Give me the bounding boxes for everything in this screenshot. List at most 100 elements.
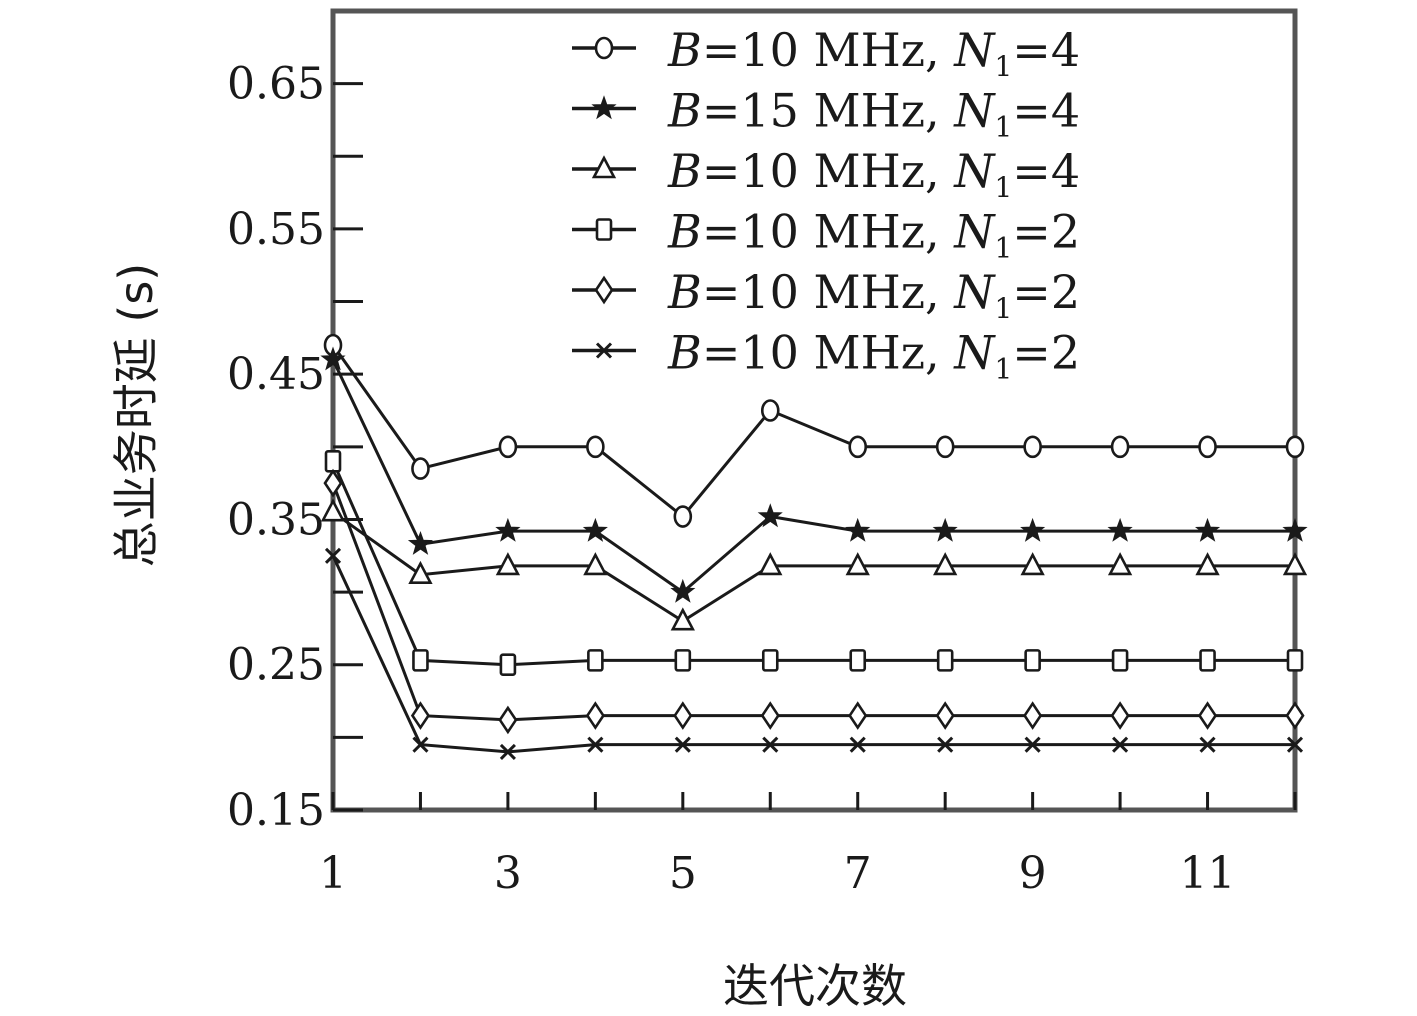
legend-label-part: B [667,205,702,259]
triangle-marker [408,560,433,584]
legend-label-part: N [953,326,996,380]
star-marker [591,95,617,120]
triangle-marker [583,552,608,576]
x-marker [499,743,516,760]
x-marker [1199,736,1216,753]
star-marker [845,517,871,542]
x-tick-label: 3 [494,848,522,899]
legend-label-part: =2 [1012,326,1080,380]
series-5 [323,468,1305,735]
legend-label-part: =10 MHz, [702,23,954,77]
circle-marker [848,435,868,459]
series-line [331,460,1295,667]
triangle-marker [495,552,521,576]
series-4 [324,450,1304,677]
square-marker [1199,649,1216,672]
legend-label-part: N [953,205,996,259]
triangle-marker [1195,552,1220,576]
x-marker-stroke [674,736,691,753]
legend-label: B=10 MHz, N1=2 [667,205,1080,265]
x-marker [937,736,954,753]
triangle-marker [320,498,346,522]
square-marker [324,450,342,473]
legend-entry: B=10 MHz, N1=4 [572,144,1080,204]
x-marker-stroke [937,736,954,753]
x-tick-label: 1 [319,848,347,899]
series-line [331,344,1295,519]
circle-marker [1023,435,1042,459]
x-tick-label: 11 [1180,848,1236,899]
star-marker [1195,517,1221,542]
square-marker [1286,649,1304,672]
legend-label-part: =2 [1012,205,1080,259]
diamond-marker [1285,701,1305,730]
square-marker [595,218,613,241]
diamond-marker [935,701,955,730]
triangle-marker [1020,552,1045,576]
legend-label-part: 1 [994,353,1012,386]
square-marker [674,649,692,672]
legend-label-part: =10 MHz, [702,144,954,198]
legend-label-part: N [953,144,996,198]
star-marker [1282,517,1308,542]
x-marker-stroke [1112,736,1129,753]
triangle-marker [1107,552,1133,576]
legend-label-part: 1 [994,292,1012,325]
x-marker-stroke [1024,736,1041,753]
x-marker [324,547,342,564]
star-marker [495,517,521,542]
legend-label-part: =10 MHz, [702,265,954,319]
y-tick-label: 0.35 [227,494,325,545]
x-marker [1112,736,1129,753]
x-tick-label: 7 [844,848,872,899]
diamond-marker [1023,701,1043,730]
circle-marker [935,435,955,459]
square-marker [936,649,954,672]
diamond-marker [760,701,780,730]
legend-label-part: N [953,265,996,319]
series-line [331,482,1295,722]
legend-label-part: =10 MHz, [702,205,954,259]
diamond-marker [1197,701,1218,730]
legend-label-part: =4 [1012,144,1080,198]
star-marker [757,503,783,528]
star-marker [582,517,608,542]
legend-entry: B=10 MHz, N1=2 [572,326,1080,386]
legend-label: B=10 MHz, N1=4 [667,23,1080,83]
diamond-marker [673,701,693,730]
x-marker-stroke [587,736,604,753]
star-marker [670,578,696,603]
legend-label: B=15 MHz, N1=4 [667,84,1080,144]
circle-marker [673,505,693,528]
legend-label: B=10 MHz, N1=4 [667,144,1080,204]
legend-label-part: 1 [994,50,1012,83]
legend-label: B=10 MHz, N1=2 [667,326,1080,386]
star-marker [407,531,434,555]
legend-entry: B=10 MHz, N1=2 [572,205,1080,265]
x-marker [849,736,866,753]
y-tick-label: 0.65 [227,59,325,110]
star-marker [1107,517,1133,542]
star-marker [320,346,346,371]
legend-label-part: =10 MHz, [702,326,954,380]
x-marker-stroke [324,547,342,564]
series-line [331,359,1295,594]
y-tick-label: 0.25 [227,640,325,691]
legend-label-part: B [667,84,702,138]
triangle-marker [670,607,695,631]
series-1 [323,333,1305,528]
legend-label-part: B [667,326,702,380]
x-marker-stroke [412,736,429,753]
x-tick-label: 5 [669,848,697,899]
diamond-marker [1110,701,1130,730]
legend-label-part: B [667,23,702,77]
star-marker [932,517,958,542]
legend-label: B=10 MHz, N1=2 [667,265,1080,325]
circle-marker [1285,435,1305,459]
diamond-marker [585,701,605,730]
plot-frame [330,8,1298,813]
x-marker-stroke [1286,736,1304,753]
x-marker-stroke [595,342,613,359]
circle-marker [594,36,614,60]
legend-entry: B=10 MHz, N1=2 [572,265,1080,325]
